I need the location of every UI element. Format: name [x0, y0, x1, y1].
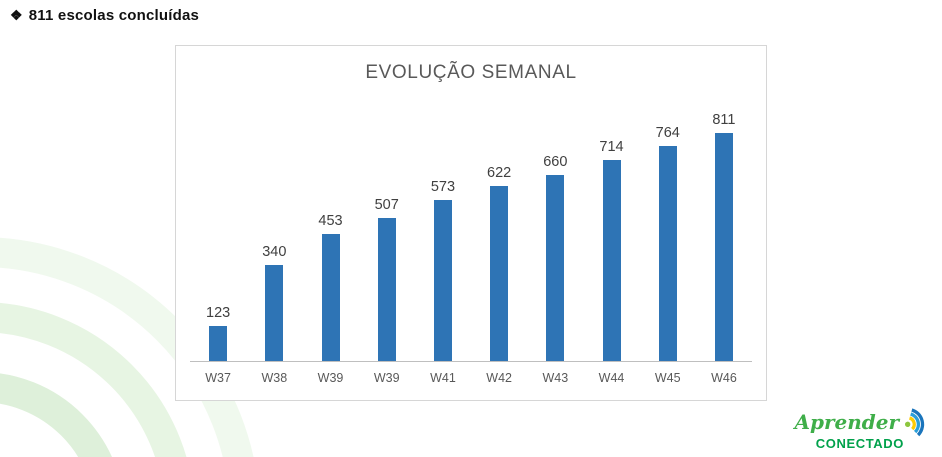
bar-value-label: 660 — [543, 154, 568, 170]
chart-column: 453 — [302, 213, 358, 361]
bar-value-label: 714 — [599, 139, 624, 155]
x-axis-tick-label: W38 — [261, 371, 288, 385]
chart-column: 811 — [696, 112, 752, 361]
chart-x-axis-labels: W37 W38 W39 W39 W41 W42 W43 W44 W45 W46 — [190, 362, 752, 385]
chart-title: EVOLUÇÃO SEMANAL — [365, 62, 577, 83]
chart-column: 340 — [246, 244, 302, 361]
chart-column: 123 — [190, 305, 246, 361]
diamond-bullet-icon: ❖ — [10, 7, 23, 23]
bar — [433, 200, 452, 361]
chart-column: 714 — [583, 139, 639, 361]
bar — [546, 175, 565, 361]
bar — [602, 160, 621, 361]
logo-script-text: Aprender — [794, 410, 899, 434]
x-axis-tick-label: W43 — [542, 371, 569, 385]
aprender-conectado-logo: Aprender CONECTADO — [794, 407, 932, 451]
x-axis-tick-label: W46 — [711, 371, 737, 385]
bar-value-label: 764 — [655, 125, 680, 141]
bar — [209, 326, 228, 361]
bar-value-label: 123 — [206, 305, 231, 321]
bar-value-label: 453 — [318, 213, 343, 229]
x-axis-tick-label: W45 — [654, 371, 681, 385]
x-axis-tick-label: W39 — [317, 371, 344, 385]
bar-value-label: 340 — [262, 244, 287, 260]
chart-column: 622 — [471, 165, 527, 361]
bar — [377, 218, 396, 361]
wifi-icon — [904, 408, 925, 437]
bar — [321, 234, 340, 361]
bar — [714, 133, 733, 361]
x-axis-tick-label: W37 — [205, 371, 231, 385]
x-axis-tick-label: W42 — [486, 371, 512, 385]
chart-column: 507 — [359, 197, 415, 361]
page-title: ❖ 811 escolas concluídas — [10, 7, 199, 24]
chart-column: 764 — [640, 125, 696, 361]
bar-value-label: 811 — [712, 112, 736, 128]
page-title-text: 811 escolas concluídas — [28, 7, 200, 24]
bar-value-label: 573 — [430, 179, 456, 195]
logo-bold-text: CONECTADO — [815, 436, 904, 451]
x-axis-tick-label: W39 — [373, 371, 400, 385]
bar — [658, 146, 677, 361]
x-axis-tick-label: W44 — [598, 371, 625, 385]
x-axis-tick-label: W41 — [430, 371, 456, 385]
bar — [265, 265, 284, 361]
bar-value-label: 622 — [487, 165, 512, 181]
chart-plot-area: 123 340 453 507 573 622 660 714 764 811 — [190, 94, 752, 362]
bar — [490, 186, 509, 361]
bar-chart: EVOLUÇÃO SEMANAL 123 340 453 507 573 622 660 71… — [175, 45, 767, 401]
bar-value-label: 507 — [374, 197, 399, 213]
chart-column: 660 — [527, 154, 583, 361]
chart-column: 573 — [415, 179, 471, 361]
